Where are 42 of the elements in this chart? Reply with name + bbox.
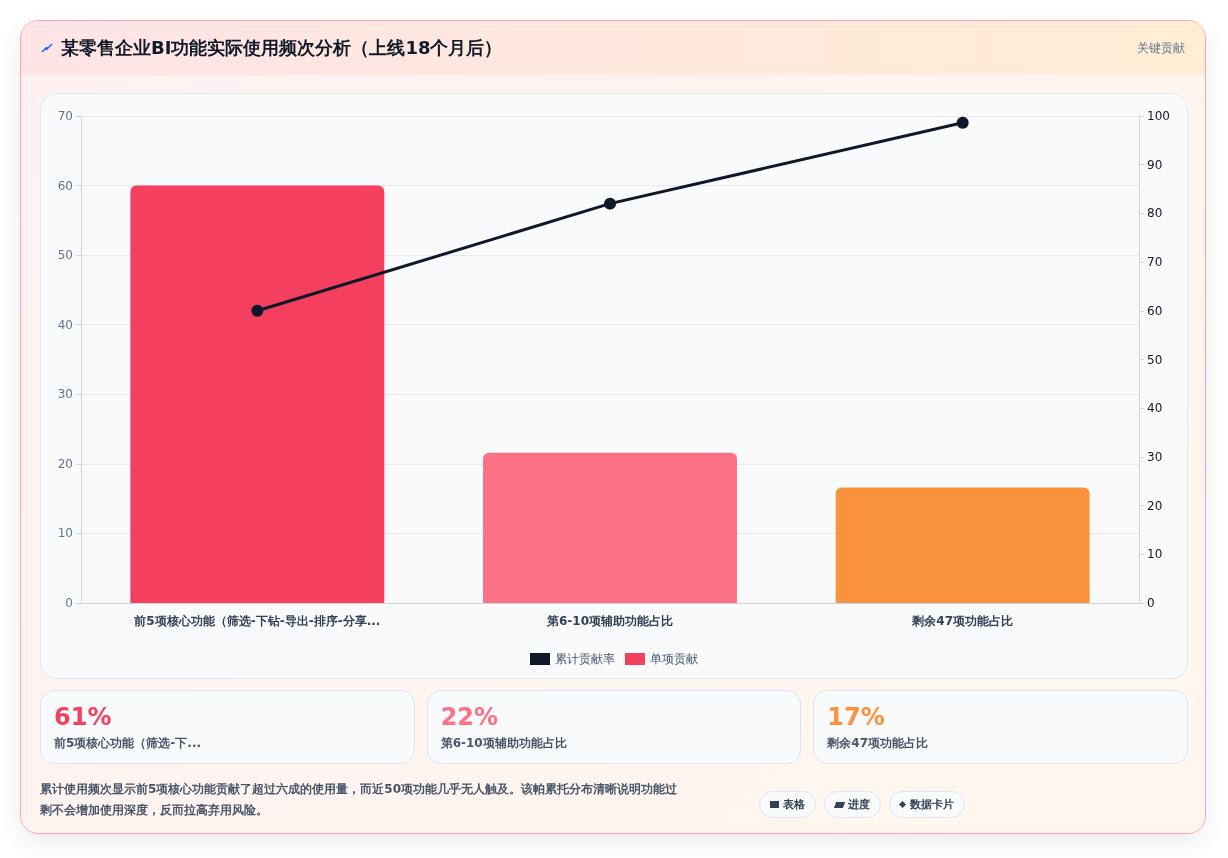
y-tick-label: 0 [65,596,73,610]
y-tick-label: 50 [57,248,73,263]
y2-tick-label: 50 [1147,352,1163,367]
y2-tick-label: 0 [1147,596,1155,610]
y2-tick-label: 70 [1147,255,1163,270]
text: 61% [54,703,113,731]
text: 前5项核心功能（筛选-下... [54,735,202,752]
y2-tick-label: 80 [1147,206,1163,221]
x-tick-label: 剩余47项功能占比 [911,614,1014,628]
y2-tick-label: 40 [1147,401,1163,416]
x-tick-label: 前5项核心功能（筛选-下钻-导出-排序-分享... [133,614,381,628]
y-tick-label: 60 [57,178,73,193]
y2-tick-label: 30 [1147,449,1163,464]
y-tick-label: 30 [57,387,73,402]
bar [483,452,737,603]
point [956,116,969,129]
text: 累计使用频次显示前5项核心功能贡献了超过六成的使用量，而近50项功能几乎无人触及。该帕累托分布清晰说明功能过剩不会增加使用深度，反而拉高弃用风险。 [40,781,679,819]
text: 17% [827,703,886,731]
point [251,304,264,317]
text: 进度 [824,791,881,818]
chart-title: 某零售企业BI功能实际使用频次分析（上线18个月后） [61,36,503,60]
y2-tick-label: 10 [1147,547,1163,562]
y-tick-label: 70 [57,109,73,123]
legend-label: 累计贡献率 [555,652,615,666]
y-tick-label: 20 [57,456,73,471]
text: 表格 [759,791,816,818]
bar [130,185,385,603]
y-tick-label: 40 [57,317,73,332]
text: 22% [440,703,500,731]
y2-tick-label: 60 [1147,303,1163,318]
y2-tick-label: 90 [1147,157,1163,172]
bar [835,487,1090,603]
y2-tick-label: 100 [1147,109,1170,123]
y2-tick-label: 20 [1147,498,1163,513]
text: 数据卡片 [889,791,965,818]
point [604,197,616,210]
text: 剩余47项功能占比 [827,735,930,752]
x-tick-label: 第6-10项辅助功能占比 [545,614,674,628]
text: 第6-10项辅助功能占比 [440,735,568,752]
legend-label: 单项贡献 [650,652,698,666]
text: 关键贡献 [1137,39,1185,57]
y-tick-label: 10 [57,526,73,541]
